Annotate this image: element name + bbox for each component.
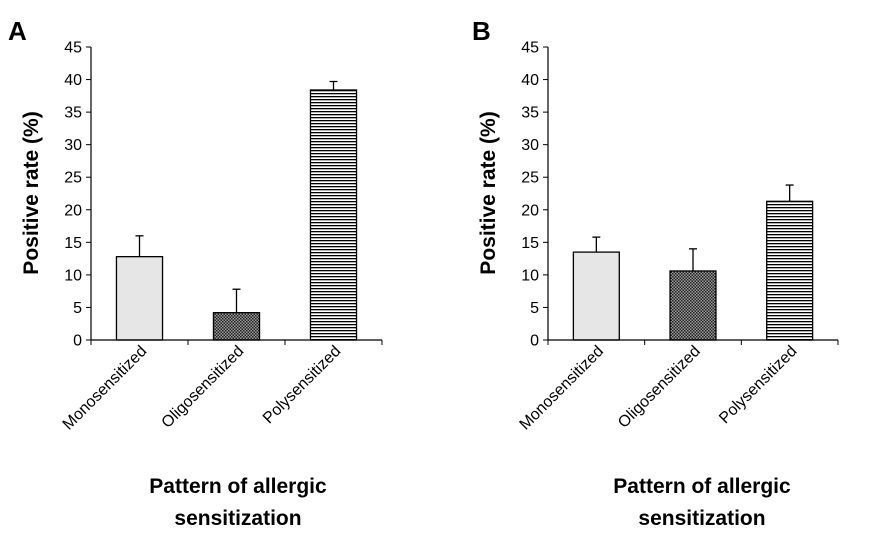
x-axis-label-b: Pattern of allergic sensitization [613,475,791,530]
chart-panel-b: B Positive rate (%) 0 5 10 15 20 25 30 35 40 45 M… [472,16,839,530]
bars-b [572,184,814,341]
category-label: Oligosensitized [159,343,248,432]
category-labels-a: Monosensitized Oligosensitized Polysensiti… [60,343,345,434]
bar-polysensitized [309,89,358,341]
bar-oligosensitized [212,312,261,341]
y-tick-label: 40 [64,72,82,89]
y-tick-label: 5 [530,300,539,317]
category-label: Oligosensitized [615,343,704,432]
axes-b [543,46,839,345]
bars-a [115,80,358,341]
x-axis-label-a: Pattern of allergic sensitization [149,475,327,530]
panel-letter-a: A [8,16,27,46]
category-label: Monosensitized [60,343,151,434]
y-tick-label: 35 [521,105,539,122]
y-axis-label-b: Positive rate (%) [477,111,500,274]
panel-letter-b: B [472,16,491,46]
bar-monosensitized [115,256,164,341]
y-tick-label: 40 [521,72,539,89]
y-tick-labels-a: 0 5 10 15 20 25 30 35 40 45 [64,40,82,350]
axes-a [86,46,383,345]
y-tick-label: 0 [530,333,539,350]
y-tick-label: 10 [521,267,539,284]
bar-polysensitized [766,200,814,341]
y-tick-label: 15 [64,235,82,252]
category-label: Polysensitized [260,343,344,427]
y-tick-label: 15 [521,235,539,252]
y-tick-labels-b: 0 5 10 15 20 25 30 35 40 45 [521,40,539,350]
y-tick-label: 30 [64,137,82,154]
y-axis-label-a: Positive rate (%) [20,111,43,274]
chart-panel-a: A Positive rate (%) 0 5 10 15 20 25 30 35 40 45 M… [8,16,383,530]
y-tick-label: 25 [521,170,539,187]
y-tick-label: 20 [64,202,82,219]
y-tick-label: 30 [521,137,539,154]
y-tick-label: 20 [521,202,539,219]
y-tick-label: 45 [521,40,539,57]
category-label: Polysensitized [716,343,800,427]
y-tick-label: 5 [73,300,82,317]
y-tick-label: 25 [64,170,82,187]
y-tick-label: 0 [73,333,82,350]
y-tick-label: 10 [64,267,82,284]
category-label: Monosensitized [517,343,608,434]
y-tick-label: 35 [64,105,82,122]
bar-monosensitized [572,251,620,341]
y-tick-label: 45 [64,40,82,57]
bar-oligosensitized [669,270,717,341]
category-labels-b: Monosensitized Oligosensitized Polysensiti… [517,343,801,434]
